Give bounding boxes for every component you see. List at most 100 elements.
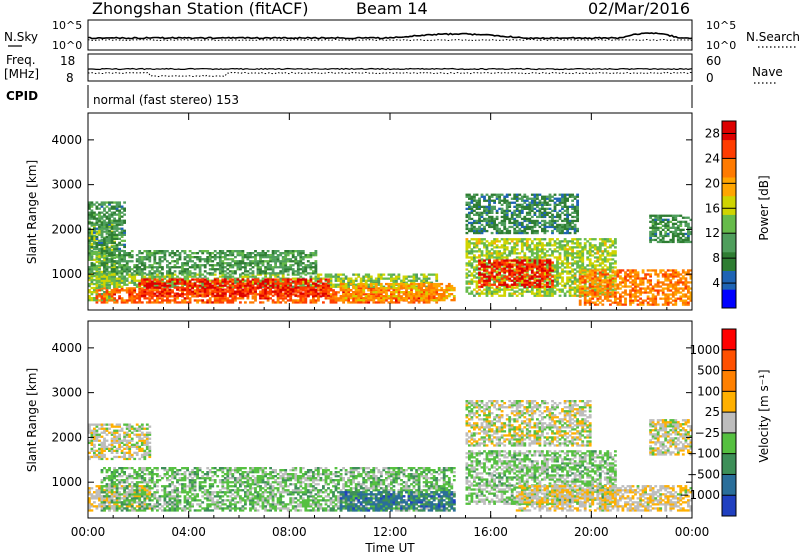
heatmap-cell — [135, 279, 139, 282]
heatmap-cell — [422, 273, 426, 276]
heatmap-cell — [259, 252, 262, 255]
heatmap-cell — [161, 272, 164, 275]
nave-trace — [87, 71, 693, 78]
heatmap-cell — [206, 256, 210, 259]
heatmap-cell — [412, 295, 416, 298]
heatmap-cell — [98, 252, 101, 255]
heatmap-cell — [407, 284, 411, 288]
heatmap-cell — [508, 250, 512, 253]
heatmap-cell — [407, 275, 411, 278]
heatmap-cell — [573, 268, 577, 271]
heatmap-cell — [485, 292, 489, 295]
heatmap-cell — [239, 290, 242, 293]
heatmap-cell — [573, 272, 577, 275]
heatmap-cell — [138, 268, 142, 271]
heatmap-cell — [216, 262, 220, 265]
heatmap-cell — [188, 297, 192, 300]
heatmap-cell — [168, 270, 172, 273]
heatmap-cell — [153, 254, 157, 257]
heatmap-cell — [274, 286, 277, 289]
heatmap-cell — [178, 301, 182, 304]
heatmap-cell — [468, 211, 471, 214]
heatmap-cell — [523, 281, 527, 284]
heatmap-cell — [181, 270, 184, 273]
heatmap-cell — [611, 258, 615, 261]
heatmap-cell — [239, 252, 242, 255]
heatmap-cell — [115, 201, 119, 204]
heatmap-cell — [186, 254, 189, 257]
heatmap-cell — [468, 215, 471, 219]
heatmap-cell — [314, 270, 318, 273]
heatmap-cell — [478, 278, 481, 281]
heatmap-cell — [553, 280, 557, 283]
heatmap-cell — [334, 283, 338, 286]
heatmap-cell — [603, 250, 607, 253]
heatmap-cell — [95, 227, 99, 230]
heatmap-cell — [445, 291, 449, 294]
heatmap-cell — [500, 238, 504, 241]
heatmap-cell — [498, 268, 501, 271]
heatmap-cell — [465, 248, 469, 251]
heatmap-cell — [173, 270, 177, 273]
heatmap-cell — [103, 297, 106, 300]
heatmap-cell — [576, 238, 579, 241]
heatmap-cell — [465, 215, 469, 219]
heatmap-cell — [344, 277, 348, 280]
heatmap-cell — [103, 295, 106, 298]
heatmap-cell — [183, 287, 187, 290]
heatmap-cell — [113, 213, 116, 216]
cpid-label: CPID — [6, 89, 38, 103]
heatmap-cell — [578, 264, 582, 267]
heatmap-cell — [390, 279, 393, 282]
heatmap-cell — [581, 250, 585, 253]
heatmap-cell — [231, 282, 235, 285]
heatmap-cell — [176, 254, 179, 257]
heatmap-cell — [269, 278, 272, 281]
heatmap-cell — [88, 299, 91, 302]
heatmap-cell — [110, 293, 114, 296]
heatmap-cell — [576, 256, 579, 259]
heatmap-cell — [485, 199, 489, 202]
heatmap-cell — [90, 286, 94, 290]
heatmap-cell — [369, 279, 373, 282]
heatmap-cell — [498, 227, 501, 231]
heatmap-cell — [563, 254, 567, 257]
heatmap-cell — [533, 259, 537, 262]
heatmap-cell — [470, 264, 474, 267]
heatmap-cell — [513, 211, 517, 214]
heatmap-cell — [95, 232, 99, 235]
heatmap-cell — [475, 242, 479, 245]
heatmap-cell — [329, 301, 333, 304]
heatmap-cell — [498, 273, 501, 276]
heatmap-cell — [254, 286, 257, 289]
heatmap-cell — [478, 273, 481, 276]
heatmap-cell — [198, 293, 202, 296]
heatmap-cell — [249, 254, 252, 257]
heatmap-cell — [166, 272, 169, 275]
heatmap-cell — [166, 289, 169, 292]
heatmap-cell — [543, 252, 547, 255]
heatmap-cell — [103, 252, 106, 255]
heatmap-cell — [196, 291, 199, 294]
heatmap-cell — [523, 267, 527, 270]
heatmap-cell — [601, 242, 605, 245]
heatmap-cell — [148, 258, 152, 261]
heatmap-cell — [500, 193, 504, 196]
heatmap-cell — [546, 275, 549, 278]
heatmap-cell — [551, 288, 554, 291]
heatmap-cell — [140, 301, 144, 304]
heatmap-cell — [206, 292, 210, 295]
heatmap-cell — [546, 288, 549, 291]
heatmap-cell — [543, 286, 547, 289]
heatmap-cell — [503, 275, 507, 278]
heatmap-cell — [523, 217, 527, 221]
heatmap-cell — [495, 229, 499, 233]
heatmap-cell — [145, 250, 149, 253]
heatmap-cell — [234, 250, 237, 253]
heatmap-cell — [465, 256, 469, 259]
heatmap-cell — [198, 260, 202, 263]
heatmap-cell — [397, 297, 401, 300]
heatmap-cell — [188, 275, 192, 278]
heatmap-cell — [208, 293, 212, 296]
heatmap-cell — [367, 277, 371, 280]
